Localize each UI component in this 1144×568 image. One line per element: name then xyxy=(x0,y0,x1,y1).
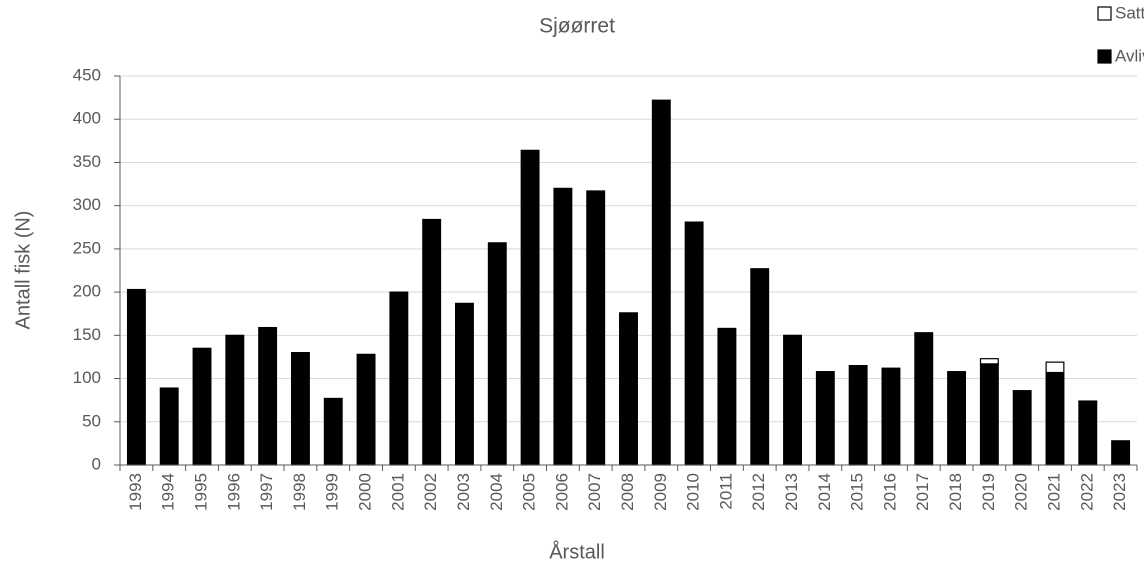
bar xyxy=(1012,390,1032,466)
x-tick-label: 2017 xyxy=(913,473,932,511)
x-tick-label: 2007 xyxy=(585,473,604,511)
x-tick-label: 2006 xyxy=(552,473,571,511)
y-tick-label: 450 xyxy=(73,65,101,84)
x-tick-label: 2011 xyxy=(716,473,735,510)
x-tick-label: 2008 xyxy=(618,473,637,511)
bar xyxy=(783,334,802,466)
x-tick-label: 2005 xyxy=(520,473,539,511)
bar xyxy=(422,218,442,466)
y-tick-label: 250 xyxy=(73,238,101,257)
x-axis-title: Årstall xyxy=(549,540,605,563)
bar xyxy=(487,242,507,466)
bar xyxy=(1045,361,1065,374)
x-tick-label: 2009 xyxy=(651,473,670,511)
bar xyxy=(651,99,671,466)
bar xyxy=(586,190,606,466)
x-tick-label: 1993 xyxy=(126,473,145,511)
bar xyxy=(126,288,146,466)
bar xyxy=(979,363,999,466)
bar xyxy=(717,327,737,466)
x-tick-label: 1998 xyxy=(290,473,309,511)
x-tick-label: 2004 xyxy=(487,473,506,511)
chart-title: Sjøørret xyxy=(539,15,615,38)
x-tick-label: 2022 xyxy=(1077,473,1096,511)
bar xyxy=(225,334,245,466)
legend-label: Satt ut xyxy=(1115,3,1144,22)
bar xyxy=(553,187,573,466)
x-tick-label: 2012 xyxy=(749,473,768,511)
bar xyxy=(619,312,638,466)
bar xyxy=(520,149,540,466)
y-tick-label: 300 xyxy=(73,195,101,214)
y-axis-title: Antall fisk (N) xyxy=(12,211,34,330)
x-tick-label: 1999 xyxy=(323,473,342,511)
bar xyxy=(881,367,901,466)
bar xyxy=(159,387,179,466)
y-tick-label: 150 xyxy=(73,325,101,344)
bar xyxy=(815,371,835,466)
bar xyxy=(914,332,934,466)
y-tick-label: 350 xyxy=(73,152,101,171)
x-tick-label: 2020 xyxy=(1012,473,1031,511)
y-tick-label: 0 xyxy=(92,454,101,473)
y-tick-label: 400 xyxy=(73,109,101,128)
bar xyxy=(684,221,704,466)
x-tick-label: 2010 xyxy=(684,473,703,511)
bar xyxy=(323,397,343,466)
bar xyxy=(455,302,474,466)
x-tick-label: 2023 xyxy=(1110,473,1129,511)
bar xyxy=(947,371,967,466)
bar xyxy=(356,353,376,466)
x-tick-label: 1994 xyxy=(159,473,178,511)
x-tick-label: 2014 xyxy=(815,473,834,511)
bar xyxy=(1045,371,1065,466)
x-tick-label: 2001 xyxy=(388,473,407,511)
x-tick-label: 2021 xyxy=(1044,473,1063,511)
bar xyxy=(750,268,770,466)
x-tick-label: 2015 xyxy=(848,473,867,511)
x-tick-label: 1996 xyxy=(224,473,243,511)
bar xyxy=(258,326,278,466)
bar xyxy=(290,352,310,466)
bar xyxy=(848,364,868,466)
legend-swatch xyxy=(1097,49,1112,64)
bar xyxy=(1078,400,1098,403)
legend-swatch xyxy=(1097,6,1112,21)
x-tick-label: 2002 xyxy=(421,473,440,511)
x-tick-label: 2013 xyxy=(782,473,801,511)
x-tick-label: 2003 xyxy=(454,473,473,511)
x-tick-label: 1995 xyxy=(192,473,211,511)
bar xyxy=(192,347,212,466)
y-tick-label: 100 xyxy=(73,368,101,387)
x-tick-label: 2019 xyxy=(979,473,998,511)
bar xyxy=(389,291,409,466)
y-tick-label: 200 xyxy=(73,282,101,301)
x-tick-label: 2016 xyxy=(880,473,899,511)
y-tick-label: 50 xyxy=(82,411,101,430)
x-tick-label: 2000 xyxy=(356,473,375,511)
legend-label: Avlivet xyxy=(1115,46,1144,65)
bar xyxy=(1111,440,1131,466)
bar xyxy=(979,358,999,365)
x-tick-label: 2018 xyxy=(946,473,965,511)
x-tick-label: 1997 xyxy=(257,473,276,511)
bar xyxy=(1078,401,1098,466)
